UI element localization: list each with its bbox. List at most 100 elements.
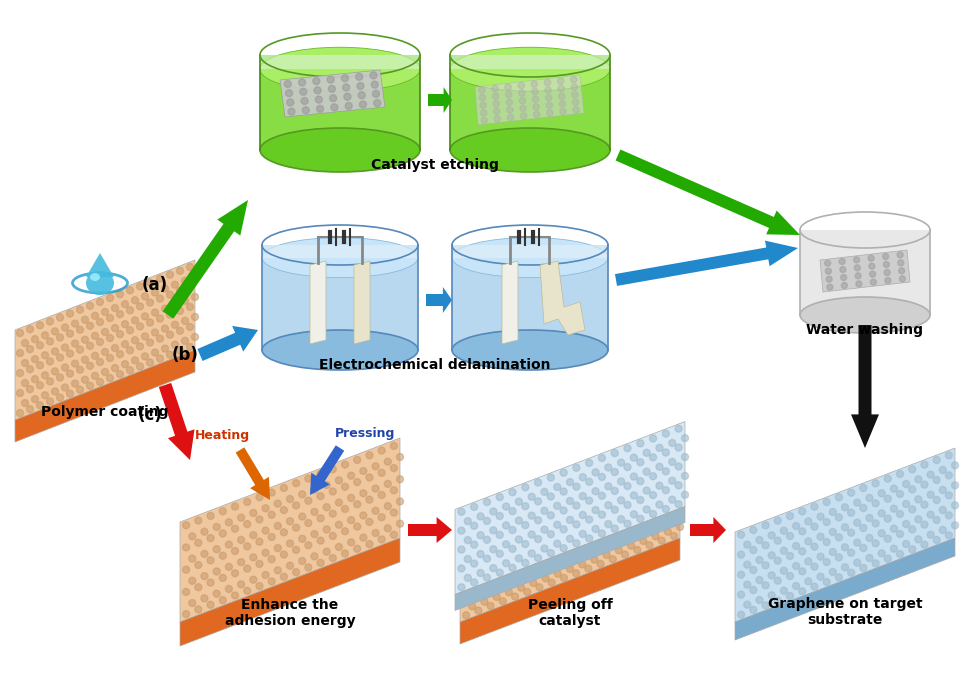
Circle shape [471, 522, 478, 530]
Circle shape [637, 477, 644, 485]
Polygon shape [426, 287, 452, 313]
Circle shape [585, 530, 592, 536]
Circle shape [579, 561, 586, 568]
Circle shape [548, 508, 555, 515]
Circle shape [933, 477, 940, 483]
Circle shape [330, 95, 336, 102]
Circle shape [817, 513, 824, 520]
Circle shape [341, 75, 348, 81]
Circle shape [488, 584, 494, 592]
Circle shape [756, 557, 763, 563]
Circle shape [354, 479, 361, 485]
Circle shape [671, 515, 678, 521]
Circle shape [345, 102, 352, 109]
Circle shape [335, 544, 342, 551]
Circle shape [841, 544, 848, 551]
Circle shape [462, 540, 470, 548]
Circle shape [502, 560, 510, 567]
Circle shape [151, 329, 159, 336]
Circle shape [656, 444, 663, 452]
Circle shape [268, 511, 275, 518]
Circle shape [652, 533, 659, 540]
Polygon shape [460, 538, 680, 644]
Circle shape [344, 93, 351, 100]
Circle shape [768, 532, 775, 539]
Circle shape [946, 532, 953, 539]
Circle shape [116, 331, 124, 338]
Circle shape [532, 96, 539, 102]
Circle shape [182, 522, 189, 529]
Circle shape [560, 469, 567, 476]
Circle shape [484, 517, 490, 524]
Circle shape [57, 334, 63, 341]
Circle shape [671, 479, 678, 486]
Circle shape [903, 521, 910, 527]
Circle shape [195, 517, 202, 524]
Circle shape [793, 542, 800, 549]
Circle shape [909, 506, 916, 513]
Circle shape [675, 463, 682, 470]
Circle shape [136, 303, 143, 310]
Circle shape [738, 571, 745, 578]
Circle shape [521, 113, 526, 119]
Text: Electrochemical delamination: Electrochemical delamination [319, 358, 551, 372]
Circle shape [541, 545, 548, 552]
Circle shape [314, 87, 321, 94]
Circle shape [17, 330, 23, 336]
Circle shape [547, 531, 555, 538]
Circle shape [817, 533, 824, 540]
Circle shape [561, 574, 567, 582]
Circle shape [372, 90, 379, 98]
Circle shape [151, 289, 159, 296]
Circle shape [507, 115, 514, 121]
Circle shape [628, 489, 635, 496]
Circle shape [116, 311, 124, 318]
Circle shape [250, 532, 256, 539]
Circle shape [256, 494, 263, 501]
Circle shape [493, 540, 500, 547]
Circle shape [909, 486, 916, 493]
Circle shape [182, 611, 189, 618]
Circle shape [624, 502, 631, 508]
Circle shape [677, 523, 683, 530]
Circle shape [36, 362, 44, 369]
Circle shape [354, 545, 361, 553]
Polygon shape [163, 200, 248, 319]
Circle shape [669, 439, 676, 447]
Circle shape [281, 574, 288, 580]
Circle shape [534, 536, 541, 542]
Circle shape [560, 544, 567, 552]
Circle shape [509, 564, 516, 572]
Circle shape [17, 390, 23, 397]
Circle shape [547, 110, 553, 116]
Circle shape [31, 336, 38, 342]
Polygon shape [260, 55, 420, 150]
Circle shape [481, 598, 488, 605]
Circle shape [341, 527, 348, 535]
Circle shape [541, 507, 548, 515]
Circle shape [882, 254, 888, 260]
Circle shape [31, 356, 38, 363]
Circle shape [604, 521, 612, 527]
Circle shape [631, 454, 638, 461]
Circle shape [298, 535, 306, 542]
Circle shape [799, 548, 805, 555]
Circle shape [311, 486, 318, 493]
Circle shape [644, 468, 650, 475]
Circle shape [462, 594, 470, 601]
Circle shape [637, 459, 644, 466]
Circle shape [518, 531, 525, 538]
Circle shape [617, 478, 625, 485]
Text: (a): (a) [142, 276, 168, 294]
Circle shape [136, 363, 143, 370]
Circle shape [868, 255, 875, 261]
Circle shape [488, 567, 494, 574]
Circle shape [591, 556, 598, 563]
Circle shape [97, 298, 103, 306]
Circle shape [946, 452, 953, 459]
Circle shape [111, 325, 119, 332]
Circle shape [262, 549, 269, 556]
Circle shape [106, 315, 113, 321]
Circle shape [649, 473, 656, 480]
Circle shape [214, 523, 220, 530]
